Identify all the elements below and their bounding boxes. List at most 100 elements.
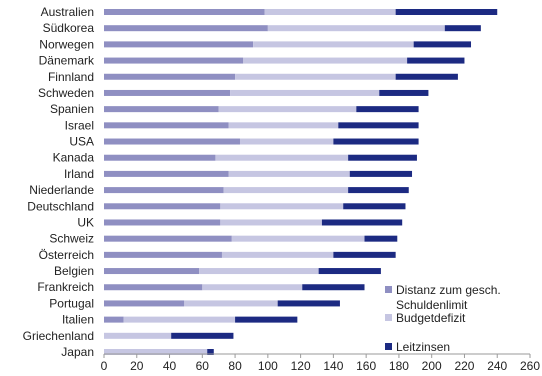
- bar-segment-deficit: [253, 41, 414, 48]
- bar-segment-distance: [104, 9, 265, 15]
- legend-label: Distanz zum gesch.: [396, 283, 501, 297]
- x-tick-label: 120: [291, 359, 311, 373]
- bar-segment-rates: [413, 41, 472, 48]
- category-label: USA: [69, 135, 94, 149]
- bar-segment-deficit: [267, 25, 445, 32]
- bar-segment-rates: [321, 219, 403, 226]
- bar-segment-rates: [207, 349, 214, 355]
- bar-segment-distance: [104, 170, 229, 177]
- category-label: Israel: [65, 118, 94, 132]
- bar-segment-rates: [364, 235, 398, 242]
- category-label: Deutschland: [27, 199, 94, 213]
- category-label: Australien: [41, 5, 94, 19]
- category-label: Frankreich: [37, 280, 94, 294]
- bar-segment-rates: [277, 300, 340, 307]
- category-label: Niederlande: [29, 183, 94, 197]
- bar-segment-deficit: [230, 89, 380, 96]
- x-tick-label: 240: [487, 359, 507, 373]
- category-label: Österreich: [39, 248, 94, 262]
- bar-segment-deficit: [220, 203, 344, 210]
- bar-segment-distance: [104, 138, 240, 145]
- x-tick-label: 260: [520, 359, 540, 373]
- bar-segment-rates: [171, 332, 234, 339]
- x-tick-label: 40: [163, 359, 177, 373]
- bar-segment-distance: [104, 187, 224, 194]
- category-label: Schweden: [38, 86, 94, 100]
- category-label: Dänemark: [39, 54, 95, 68]
- x-tick-label: 20: [130, 359, 144, 373]
- category-labels: Australien Südkorea Norwegen Dänemark Finnla…: [23, 5, 95, 359]
- x-tick-label: 100: [258, 359, 278, 373]
- bar-segment-deficit: [184, 300, 278, 307]
- category-label: Belgien: [54, 264, 94, 278]
- bar-segment-deficit: [243, 57, 408, 64]
- category-label: Irland: [64, 167, 94, 181]
- bar-segment-distance: [104, 73, 236, 80]
- bar-segment-rates: [379, 89, 429, 96]
- bar-segment-distance: [104, 219, 221, 226]
- x-tick-label: 200: [422, 359, 442, 373]
- bar-segment-deficit: [199, 268, 319, 275]
- category-label: Kanada: [53, 151, 95, 165]
- bar-segment-deficit: [218, 106, 357, 113]
- category-label: Norwegen: [39, 37, 94, 51]
- bar-segment-deficit: [202, 284, 303, 291]
- category-label: Finnland: [48, 70, 94, 84]
- bars-layer: [104, 9, 498, 355]
- category-label: UK: [77, 215, 94, 229]
- bar-segment-rates: [343, 203, 406, 210]
- bar-segment-distance: [104, 300, 185, 307]
- x-tick-label: 140: [323, 359, 343, 373]
- x-tick-label: 180: [389, 359, 409, 373]
- category-label: Griechenland: [23, 329, 94, 343]
- category-label: Japan: [61, 345, 94, 359]
- bar-segment-rates: [356, 106, 419, 113]
- bar-segment-rates: [302, 284, 365, 291]
- bar-segment-deficit: [104, 349, 208, 355]
- legend: Distanz zum gesch.SchuldenlimitBudgetdef…: [385, 283, 501, 354]
- bar-segment-rates: [333, 251, 396, 258]
- category-label: Spanien: [50, 102, 94, 116]
- bar-segment-deficit: [228, 170, 350, 177]
- bar-segment-distance: [104, 41, 254, 48]
- bar-segment-deficit: [104, 332, 172, 339]
- legend-label: Schuldenlimit: [396, 298, 468, 312]
- bar-segment-rates: [395, 73, 458, 80]
- category-label: Schweiz: [49, 232, 94, 246]
- bar-segment-rates: [349, 170, 413, 177]
- bar-segment-rates: [333, 138, 419, 145]
- bar-segment-distance: [104, 25, 268, 32]
- legend-swatch: [385, 286, 392, 293]
- bar-segment-deficit: [123, 316, 236, 323]
- bar-segment-deficit: [220, 219, 322, 226]
- bar-segment-distance: [104, 316, 124, 323]
- x-tick-label: 60: [196, 359, 210, 373]
- bar-segment-rates: [395, 9, 498, 15]
- x-axis: 0 20 40 60 80 100 120 140 160 180 200 220 240 260: [101, 353, 540, 373]
- bar-segment-distance: [104, 284, 203, 291]
- bar-segment-distance: [104, 154, 216, 161]
- bar-segment-rates: [318, 268, 381, 275]
- category-label: Südkorea: [43, 21, 95, 35]
- bar-segment-distance: [104, 122, 229, 129]
- bar-segment-rates: [338, 122, 419, 129]
- legend-swatch: [385, 343, 392, 350]
- category-label: Portugal: [49, 296, 94, 310]
- bar-segment-distance: [104, 251, 222, 258]
- bar-segment-rates: [444, 25, 481, 32]
- bar-segment-deficit: [231, 235, 365, 242]
- x-tick-label: 0: [101, 359, 108, 373]
- bar-segment-distance: [104, 106, 219, 113]
- bar-segment-distance: [104, 89, 231, 96]
- bar-segment-deficit: [235, 73, 396, 80]
- bar-segment-rates: [348, 154, 417, 161]
- bar-segment-distance: [104, 57, 244, 64]
- x-tick-label: 220: [454, 359, 474, 373]
- bar-segment-rates: [407, 57, 465, 64]
- bar-segment-rates: [348, 187, 409, 194]
- bar-segment-rates: [235, 316, 298, 323]
- bar-segment-deficit: [228, 122, 339, 129]
- bar-segment-distance: [104, 203, 221, 210]
